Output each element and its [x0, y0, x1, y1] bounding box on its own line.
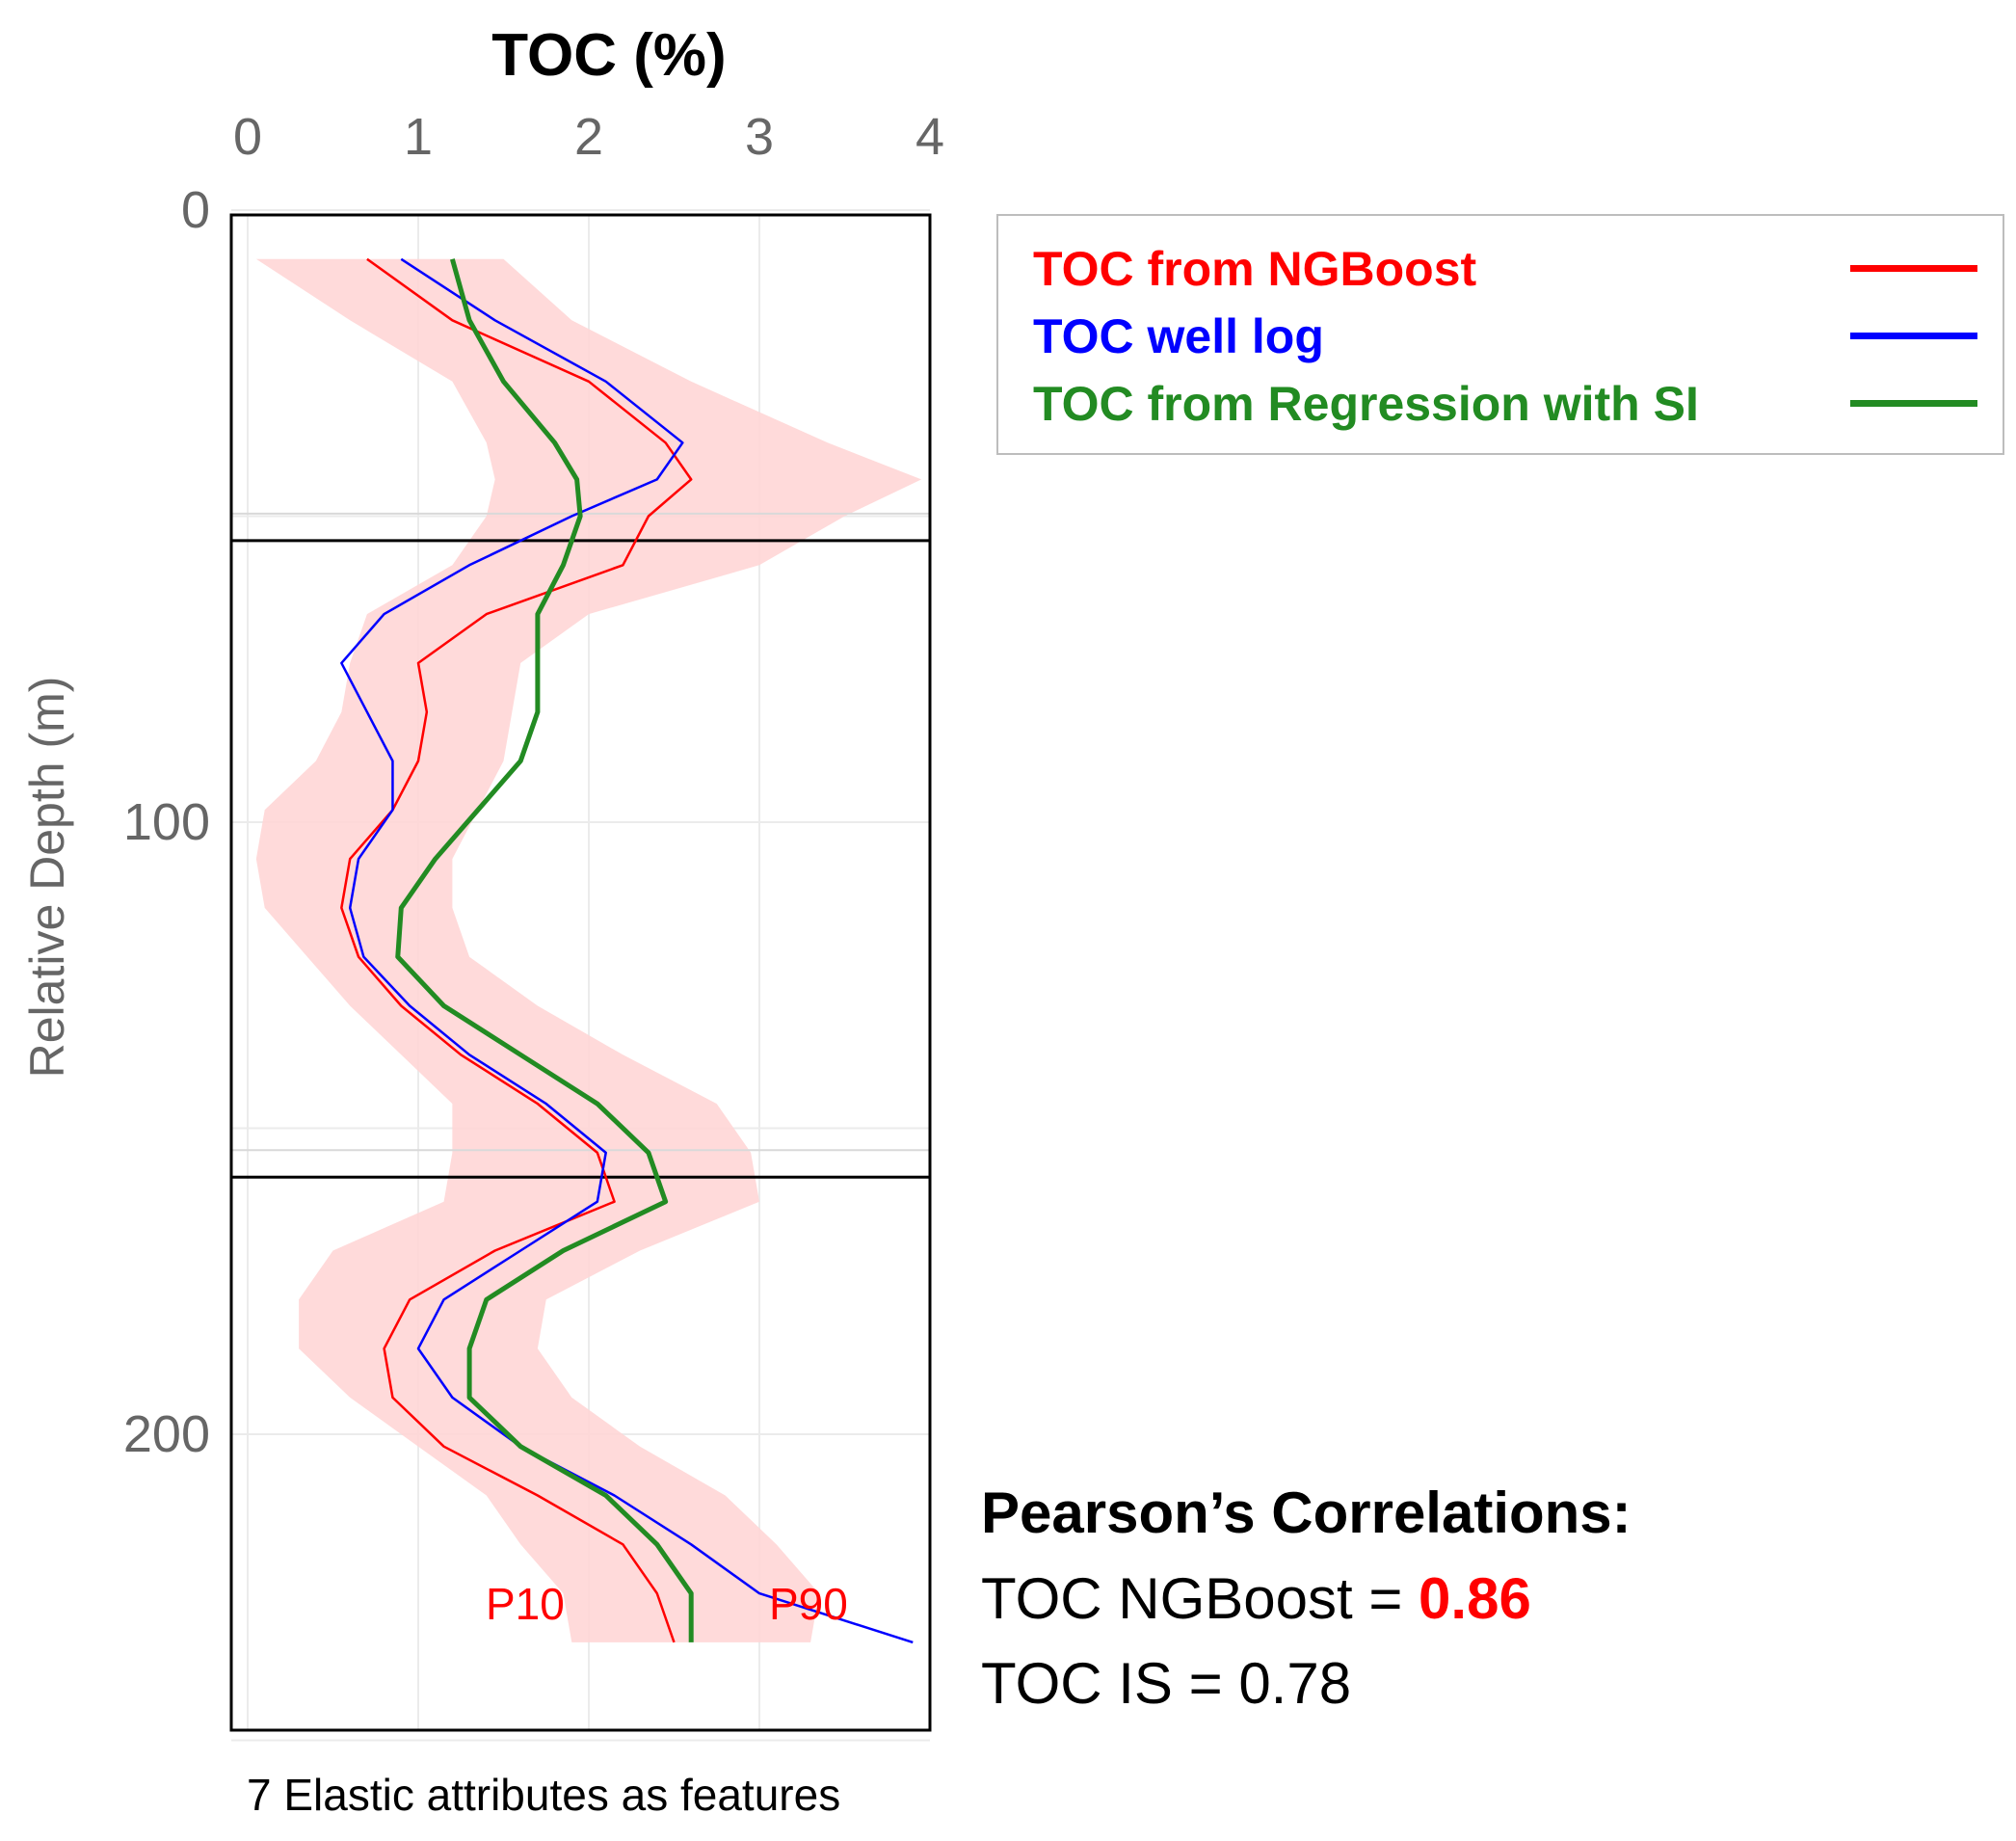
x-tick-labels: 0 1 2 3 4: [233, 108, 944, 166]
feature-label: 7 Elastic attributes as features: [247, 1770, 841, 1820]
legend-swatch-well-log: [1850, 333, 1977, 339]
series-group: [340, 257, 914, 1644]
legend-label-well-log: TOC well log: [1033, 309, 1324, 363]
plot-frame: [229, 213, 932, 1732]
pearson-is-value: 0.78: [1238, 1651, 1352, 1716]
y-axis-label: Relative Depth (m): [20, 677, 74, 1079]
legend-label-regression: TOC from Regression with SI: [1033, 377, 1699, 431]
y-tick-labels: 0 100 200: [123, 181, 210, 1463]
legend-item-regression: TOC from Regression with SI: [1033, 370, 1977, 438]
pearson-correlations: Pearson’s Correlations: TOC NGBoost = 0.…: [981, 1470, 1631, 1726]
p90-label: P90: [769, 1579, 848, 1629]
pearson-is: TOC IS = 0.78: [981, 1641, 1631, 1726]
series-regression: [395, 258, 694, 1642]
pearson-ngboost-value: 0.86: [1419, 1566, 1531, 1631]
p10-p90-band: [255, 258, 922, 1642]
p10-p90-band-group: [255, 258, 922, 1642]
x-tick-label: 4: [915, 108, 944, 166]
legend-label-ngboost: TOC from NGBoost: [1033, 242, 1477, 296]
x-tick-label: 0: [233, 108, 262, 166]
pearson-ngboost: TOC NGBoost = 0.86: [981, 1557, 1631, 1641]
y-tick-label: 100: [123, 793, 210, 851]
legend-swatch-ngboost: [1850, 265, 1977, 272]
legend-item-well-log: TOC well log: [1033, 303, 1977, 370]
chart-title: TOC (%): [491, 22, 726, 89]
x-tick-label: 2: [574, 108, 603, 166]
pearson-heading: Pearson’s Correlations:: [981, 1481, 1631, 1545]
x-tick-label: 3: [745, 108, 774, 166]
legend-swatch-regression: [1850, 400, 1977, 407]
legend-item-ngboost: TOC from NGBoost: [1033, 235, 1977, 303]
p10-label: P10: [486, 1579, 565, 1629]
x-tick-label: 1: [404, 108, 433, 166]
legend: TOC from NGBoost TOC well log TOC from R…: [996, 214, 2004, 455]
pearson-ngboost-label: TOC NGBoost =: [981, 1566, 1419, 1631]
y-tick-label: 200: [123, 1405, 210, 1463]
series-well-log: [340, 257, 914, 1644]
pearson-is-label: TOC IS =: [981, 1651, 1239, 1716]
series-ngboost: [340, 257, 693, 1643]
y-tick-label: 0: [181, 181, 210, 239]
